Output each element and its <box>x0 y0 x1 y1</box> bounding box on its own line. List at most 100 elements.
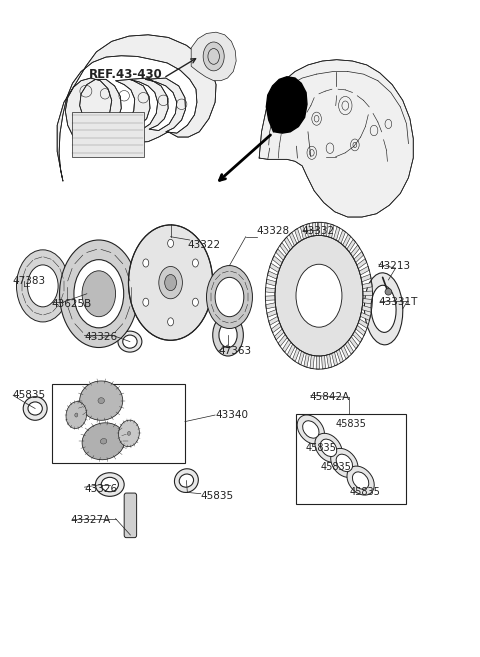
Polygon shape <box>349 336 358 349</box>
Polygon shape <box>356 325 366 336</box>
Circle shape <box>82 271 116 317</box>
Ellipse shape <box>118 331 142 352</box>
Text: 43327A: 43327A <box>70 515 110 525</box>
Polygon shape <box>298 351 304 365</box>
Polygon shape <box>343 234 351 247</box>
Polygon shape <box>269 317 279 325</box>
Text: 45835: 45835 <box>201 491 234 501</box>
Polygon shape <box>312 223 316 236</box>
Text: 43331T: 43331T <box>379 297 418 307</box>
Polygon shape <box>287 344 295 357</box>
Ellipse shape <box>315 434 342 463</box>
Text: 43332: 43332 <box>301 227 335 237</box>
Polygon shape <box>360 312 371 321</box>
Polygon shape <box>57 35 216 181</box>
Polygon shape <box>357 259 367 269</box>
Polygon shape <box>329 224 334 238</box>
Polygon shape <box>266 303 276 309</box>
Ellipse shape <box>101 478 119 491</box>
Polygon shape <box>266 279 276 286</box>
Circle shape <box>206 265 252 328</box>
Polygon shape <box>362 283 372 288</box>
Text: 45835: 45835 <box>321 463 351 472</box>
Text: 45835: 45835 <box>12 390 46 400</box>
Polygon shape <box>358 319 368 328</box>
Circle shape <box>159 267 182 299</box>
Ellipse shape <box>347 466 374 495</box>
Polygon shape <box>345 342 354 354</box>
Polygon shape <box>347 239 356 252</box>
Polygon shape <box>271 323 281 333</box>
Polygon shape <box>284 237 293 250</box>
Text: 45842A: 45842A <box>310 392 349 402</box>
Ellipse shape <box>331 448 358 478</box>
Ellipse shape <box>80 381 123 420</box>
Circle shape <box>168 239 174 248</box>
Polygon shape <box>292 348 300 361</box>
Ellipse shape <box>297 415 324 444</box>
Polygon shape <box>359 266 369 275</box>
Bar <box>52 384 185 463</box>
Ellipse shape <box>119 420 139 447</box>
Circle shape <box>16 250 69 322</box>
Ellipse shape <box>82 423 125 460</box>
Polygon shape <box>295 229 301 242</box>
Ellipse shape <box>179 474 193 487</box>
Polygon shape <box>363 291 372 296</box>
Text: 43625B: 43625B <box>51 298 91 309</box>
Ellipse shape <box>127 432 131 436</box>
Polygon shape <box>270 263 280 273</box>
Circle shape <box>74 260 124 328</box>
Polygon shape <box>310 355 314 369</box>
Polygon shape <box>332 352 337 366</box>
Polygon shape <box>353 331 362 342</box>
Polygon shape <box>276 249 285 260</box>
Polygon shape <box>278 334 288 346</box>
Bar <box>72 112 144 157</box>
Polygon shape <box>318 222 322 235</box>
Polygon shape <box>267 309 277 317</box>
Polygon shape <box>338 230 346 244</box>
Polygon shape <box>336 350 343 363</box>
Ellipse shape <box>174 468 198 493</box>
Polygon shape <box>362 306 372 312</box>
Circle shape <box>192 259 198 267</box>
Polygon shape <box>266 77 307 133</box>
Ellipse shape <box>303 420 319 438</box>
Text: 45835: 45835 <box>336 419 367 428</box>
Polygon shape <box>280 242 289 255</box>
Polygon shape <box>324 223 328 237</box>
Polygon shape <box>282 340 291 352</box>
Text: 45835: 45835 <box>349 487 380 497</box>
Polygon shape <box>361 274 371 282</box>
Polygon shape <box>259 60 413 217</box>
Ellipse shape <box>364 273 403 345</box>
Circle shape <box>275 235 363 356</box>
Ellipse shape <box>98 397 105 403</box>
Polygon shape <box>334 227 340 240</box>
Polygon shape <box>300 225 306 239</box>
Ellipse shape <box>100 438 107 444</box>
Circle shape <box>60 240 138 348</box>
Polygon shape <box>326 354 332 368</box>
Polygon shape <box>306 223 312 237</box>
FancyBboxPatch shape <box>124 493 137 537</box>
Text: 43340: 43340 <box>215 410 248 420</box>
Polygon shape <box>322 355 325 369</box>
Polygon shape <box>191 32 236 81</box>
Circle shape <box>168 318 174 326</box>
Text: 43322: 43322 <box>187 240 220 250</box>
Ellipse shape <box>123 335 137 348</box>
Bar <box>297 414 406 504</box>
Polygon shape <box>363 298 372 304</box>
Circle shape <box>296 264 342 327</box>
Text: 43213: 43213 <box>378 261 411 271</box>
Circle shape <box>215 277 244 317</box>
Polygon shape <box>351 245 360 257</box>
Polygon shape <box>354 252 363 263</box>
Text: 43326: 43326 <box>84 332 118 342</box>
Polygon shape <box>289 233 297 246</box>
Ellipse shape <box>23 397 47 420</box>
Text: REF.43-430: REF.43-430 <box>89 68 163 81</box>
Circle shape <box>203 42 224 71</box>
